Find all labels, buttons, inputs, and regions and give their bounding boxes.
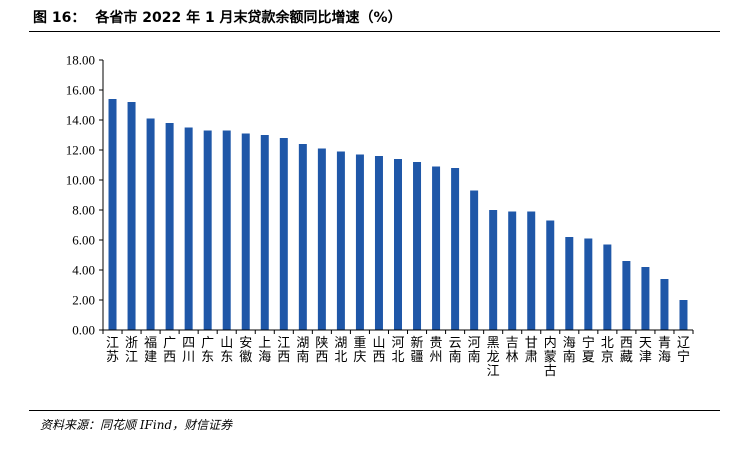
x-category-label: 四川: [182, 336, 195, 365]
bar-辽宁: [679, 300, 688, 330]
bar-天津: [641, 267, 650, 330]
chart-title: 图 16： 各省市 2022 年 1 月末贷款余额同比增速（%）: [33, 7, 412, 27]
bar-chart: 0.00 2.00 4.00 6.00 8.00 10.00 12.00 14.00 16.00…: [66, 53, 694, 379]
bars: [108, 99, 688, 330]
x-category-label: 甘肃: [525, 336, 538, 365]
y-axis: 0.00 2.00 4.00 6.00 8.00 10.00 12.00 14.00 16.00…: [66, 53, 104, 338]
x-category-label: 贵州: [430, 336, 443, 365]
x-category-label: 山东: [220, 336, 233, 365]
bar-北京: [603, 244, 612, 330]
bar-浙江: [127, 102, 136, 330]
bar-吉林: [508, 211, 517, 330]
title-text: 各省市 2022 年 1 月末贷款余额同比增速（%）: [95, 10, 402, 26]
x-category-label: 青海: [658, 336, 671, 365]
x-category-label: 云南: [449, 336, 462, 365]
x-category-label: 黑龙江: [487, 336, 500, 379]
x-category-label: 湖南: [296, 336, 309, 365]
bar-山西: [374, 156, 383, 330]
y-tick-label: 0.00: [72, 323, 95, 338]
bar-宁夏: [584, 238, 593, 330]
bar-上海: [260, 135, 269, 330]
bar-陕西: [317, 148, 326, 330]
bar-新疆: [413, 162, 422, 330]
y-tick-label: 16.00: [66, 83, 95, 98]
bar-湖南: [298, 144, 307, 330]
x-category-label: 天津: [639, 336, 652, 365]
bar-海南: [565, 237, 574, 330]
bar-黑龙江: [489, 210, 498, 330]
x-category-label: 福建: [144, 336, 157, 365]
x-category-label: 上海: [258, 336, 271, 365]
top-rule: [29, 31, 720, 32]
x-category-label: 海南: [563, 336, 576, 365]
source-note: 资料来源：同花顺 IFind，财信证券: [40, 418, 233, 432]
x-category-label: 内蒙古: [544, 335, 557, 379]
bar-西藏: [622, 261, 631, 330]
y-tick-label: 4.00: [72, 263, 95, 278]
bar-广西: [165, 123, 174, 330]
y-tick-label: 14.00: [66, 113, 95, 128]
x-category-label: 江苏: [106, 336, 119, 365]
y-tick-label: 12.00: [66, 143, 95, 158]
bar-青海: [660, 279, 669, 330]
bar-广东: [203, 130, 212, 330]
bottom-rule: [29, 410, 720, 411]
y-tick-label: 6.00: [72, 233, 95, 248]
bar-河南: [470, 190, 479, 330]
x-category-label: 广西: [163, 336, 176, 365]
y-tick-label: 8.00: [72, 203, 95, 218]
x-category-label: 河北: [391, 336, 404, 365]
bar-山东: [222, 130, 231, 330]
x-category-label: 浙江: [125, 336, 138, 365]
bar-四川: [184, 127, 193, 330]
bar-江西: [279, 138, 288, 330]
x-category-label: 北京: [601, 336, 614, 365]
bar-内蒙古: [546, 220, 555, 330]
x-category-label: 安徽: [239, 336, 252, 365]
y-tick-label: 2.00: [72, 293, 95, 308]
bar-安徽: [241, 133, 250, 330]
figure-label: 图 16：: [33, 10, 86, 26]
x-category-label: 山西: [372, 336, 385, 365]
x-category-label: 河南: [468, 336, 481, 365]
bar-福建: [146, 118, 155, 330]
bar-江苏: [108, 99, 117, 330]
bar-贵州: [432, 166, 441, 330]
bar-重庆: [355, 154, 364, 330]
x-category-label: 广东: [201, 336, 214, 365]
x-category-label: 陕西: [315, 336, 328, 365]
y-tick-label: 10.00: [66, 173, 95, 188]
y-tick-label: 18.00: [66, 53, 95, 68]
bar-河北: [394, 159, 402, 330]
bar-云南: [451, 168, 460, 330]
x-category-label: 江西: [277, 336, 290, 365]
x-axis: 江苏浙江福建广西四川广东山东安徽上海江西湖南陕西湖北重庆山西河北新疆贵州云南河南…: [102, 329, 694, 379]
bar-湖北: [336, 151, 345, 330]
x-category-label: 西藏: [620, 336, 633, 365]
x-category-label: 重庆: [353, 335, 366, 365]
x-category-label: 辽宁: [677, 336, 690, 365]
bar-甘肃: [527, 211, 536, 330]
x-category-label: 新疆: [411, 335, 424, 365]
x-category-label: 宁夏: [582, 335, 595, 365]
x-category-label: 吉林: [506, 336, 519, 365]
x-category-label: 湖北: [334, 336, 347, 365]
